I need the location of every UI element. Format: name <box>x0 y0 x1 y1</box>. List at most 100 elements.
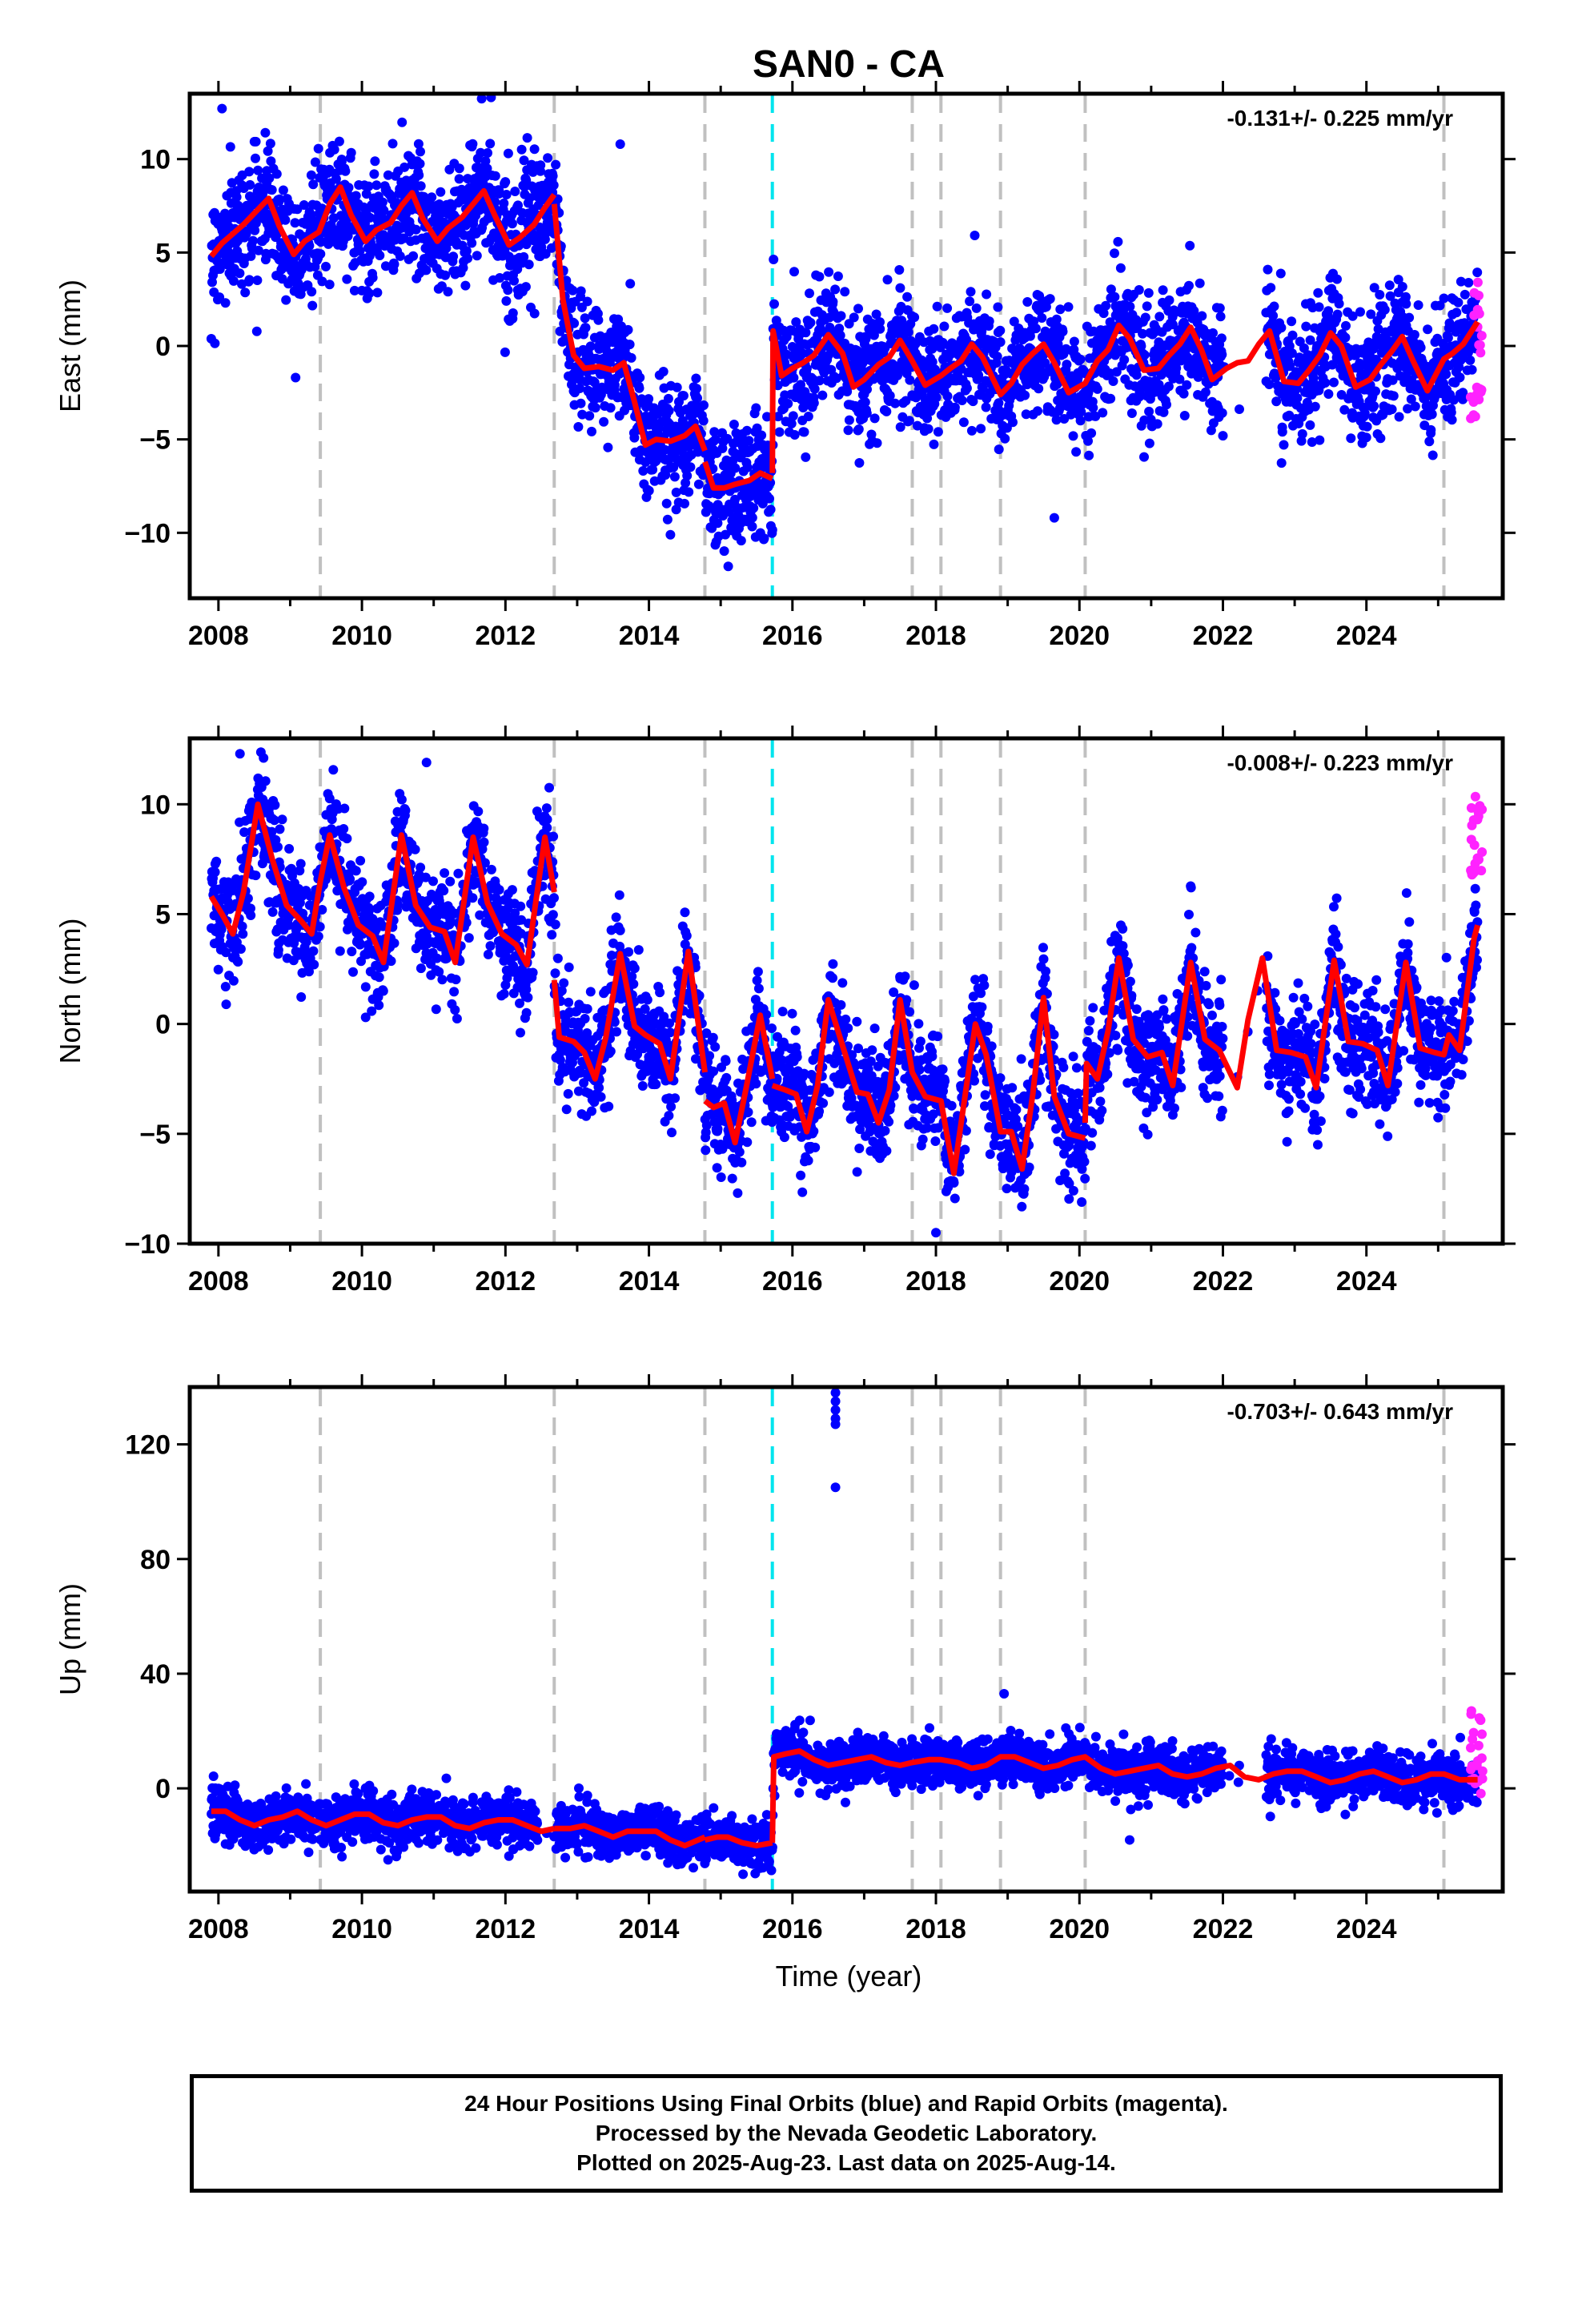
final-point <box>317 276 327 287</box>
final-point <box>982 289 992 300</box>
final-point <box>436 281 447 292</box>
final-point <box>1158 407 1169 417</box>
rapid-point <box>1476 348 1486 358</box>
final-point <box>1457 353 1468 364</box>
final-point <box>501 296 512 306</box>
final-point <box>1271 372 1281 383</box>
final-point <box>665 529 676 540</box>
final-point <box>221 947 231 958</box>
final-point <box>1126 408 1137 418</box>
final-point <box>541 803 552 814</box>
final-point <box>414 170 424 180</box>
final-point <box>1266 283 1276 293</box>
final-point <box>367 1006 377 1016</box>
final-point <box>306 170 316 180</box>
final-point <box>830 284 841 295</box>
final-point <box>604 1101 614 1112</box>
final-point <box>1058 327 1068 336</box>
final-point <box>215 292 225 303</box>
final-point <box>1271 396 1282 407</box>
final-point <box>246 911 256 920</box>
final-point <box>510 187 520 196</box>
final-point <box>1021 409 1031 420</box>
final-point <box>751 403 761 413</box>
final-point <box>861 408 872 418</box>
final-point <box>1144 438 1154 448</box>
final-point <box>548 171 558 181</box>
model-fit-line <box>209 184 1480 491</box>
final-point <box>1152 419 1162 429</box>
final-point <box>580 1014 590 1023</box>
final-point <box>1063 302 1074 312</box>
final-point <box>840 287 850 297</box>
final-point <box>1341 320 1351 331</box>
final-point <box>516 144 527 155</box>
final-point <box>281 295 291 305</box>
final-point <box>364 251 375 261</box>
final-point <box>929 324 939 334</box>
final-point <box>1268 311 1279 321</box>
final-point <box>225 142 235 152</box>
final-point <box>1154 312 1165 322</box>
final-point <box>452 1014 462 1023</box>
final-point <box>1465 355 1476 365</box>
final-point <box>633 945 644 955</box>
final-point <box>682 471 693 480</box>
final-point <box>1314 302 1324 312</box>
final-point <box>1375 433 1386 444</box>
final-point <box>360 1012 371 1023</box>
final-point <box>1464 278 1474 287</box>
final-point <box>1009 316 1019 327</box>
final-point <box>1090 411 1101 421</box>
final-point <box>454 174 464 184</box>
final-point <box>215 264 225 274</box>
final-point <box>1033 406 1042 416</box>
panel-north: 2008 2010 2012 2014 2016 2018 2020 2022 2024−10−… <box>54 726 1516 1297</box>
final-point <box>1388 391 1399 401</box>
final-point <box>544 213 554 223</box>
final-point <box>1088 403 1098 413</box>
final-point <box>548 910 558 920</box>
final-point <box>1110 248 1119 259</box>
figure-title: SAN0 - CA <box>753 43 945 86</box>
final-point <box>1171 363 1182 373</box>
final-point <box>480 156 491 167</box>
final-point <box>1379 304 1390 315</box>
final-point <box>307 300 318 311</box>
final-point <box>1098 308 1109 319</box>
final-point <box>1131 370 1142 380</box>
final-point <box>501 190 512 199</box>
final-point <box>516 1027 525 1038</box>
final-point <box>504 943 515 954</box>
final-point <box>942 303 953 313</box>
final-point <box>445 915 456 925</box>
final-point <box>730 494 740 505</box>
final-point <box>901 396 911 406</box>
final-point <box>803 412 813 421</box>
final-point <box>681 478 691 488</box>
final-point <box>347 947 357 957</box>
final-point <box>1167 320 1178 330</box>
final-point <box>1086 428 1097 438</box>
rapid-point <box>1468 410 1479 420</box>
final-point <box>869 330 879 340</box>
final-point <box>1179 411 1190 420</box>
final-point <box>1362 421 1372 432</box>
final-point <box>445 876 456 887</box>
final-point <box>400 162 410 172</box>
final-point <box>644 394 654 404</box>
final-point <box>927 357 938 367</box>
final-point <box>769 299 779 309</box>
final-point <box>931 392 942 403</box>
final-point <box>970 231 980 240</box>
final-point <box>307 287 317 297</box>
final-point <box>604 357 615 368</box>
final-point <box>765 477 776 488</box>
final-point <box>605 1046 616 1056</box>
final-point <box>348 967 358 977</box>
final-point <box>769 255 779 264</box>
final-point <box>665 1018 675 1028</box>
final-point <box>521 1007 532 1018</box>
final-point <box>637 1081 648 1091</box>
final-point <box>1208 328 1218 338</box>
